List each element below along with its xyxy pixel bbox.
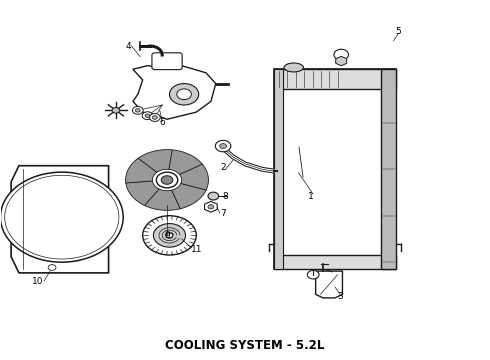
Text: 3: 3 bbox=[337, 292, 343, 301]
Circle shape bbox=[334, 49, 348, 60]
Text: 4: 4 bbox=[125, 41, 131, 50]
Text: 8: 8 bbox=[222, 192, 228, 201]
Bar bbox=[274, 255, 396, 269]
Circle shape bbox=[220, 144, 226, 149]
Bar bbox=[274, 69, 396, 269]
Bar bbox=[381, 69, 396, 269]
Circle shape bbox=[170, 84, 199, 105]
Circle shape bbox=[208, 192, 219, 200]
Circle shape bbox=[0, 172, 123, 262]
Wedge shape bbox=[126, 181, 159, 206]
Circle shape bbox=[177, 89, 192, 100]
FancyBboxPatch shape bbox=[152, 53, 182, 69]
Text: COOLING SYSTEM - 5.2L: COOLING SYSTEM - 5.2L bbox=[165, 338, 325, 351]
Circle shape bbox=[135, 109, 140, 112]
Text: 11: 11 bbox=[191, 245, 202, 254]
Circle shape bbox=[143, 216, 196, 255]
Wedge shape bbox=[169, 150, 202, 174]
Circle shape bbox=[149, 113, 160, 121]
Polygon shape bbox=[11, 166, 109, 273]
Circle shape bbox=[152, 116, 157, 119]
Bar bbox=[274, 69, 283, 269]
Circle shape bbox=[112, 108, 120, 113]
Text: 5: 5 bbox=[395, 27, 401, 36]
Polygon shape bbox=[133, 66, 216, 119]
Text: 2: 2 bbox=[220, 163, 226, 172]
Circle shape bbox=[215, 140, 231, 152]
Circle shape bbox=[156, 172, 178, 188]
Text: 10: 10 bbox=[32, 277, 44, 286]
Text: 1: 1 bbox=[308, 192, 314, 201]
Wedge shape bbox=[145, 189, 181, 210]
Circle shape bbox=[166, 233, 172, 238]
Wedge shape bbox=[125, 158, 157, 183]
Circle shape bbox=[142, 112, 153, 120]
Polygon shape bbox=[316, 271, 343, 298]
Text: 7: 7 bbox=[220, 210, 226, 219]
Circle shape bbox=[132, 107, 143, 114]
Text: 6: 6 bbox=[159, 118, 165, 127]
Circle shape bbox=[307, 270, 319, 279]
Circle shape bbox=[208, 204, 214, 209]
Circle shape bbox=[48, 265, 56, 270]
Wedge shape bbox=[179, 164, 208, 190]
Wedge shape bbox=[172, 184, 206, 209]
Wedge shape bbox=[138, 150, 172, 172]
Circle shape bbox=[5, 175, 119, 259]
Text: 9: 9 bbox=[164, 231, 170, 240]
Circle shape bbox=[153, 224, 186, 247]
Polygon shape bbox=[204, 202, 217, 212]
Circle shape bbox=[145, 114, 150, 117]
Circle shape bbox=[161, 176, 173, 184]
Ellipse shape bbox=[284, 63, 303, 72]
Bar bbox=[274, 69, 396, 89]
